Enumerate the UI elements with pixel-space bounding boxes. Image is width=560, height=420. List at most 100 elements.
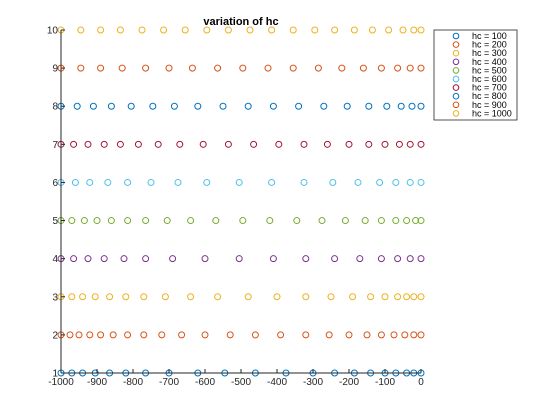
marker-series-1-point-6 (124, 331, 132, 339)
marker-series-4-point-18 (403, 217, 411, 225)
marker-series-3-point-11 (331, 255, 339, 263)
marker-series-9-point-9 (246, 26, 254, 34)
y-tick-label: 2 (52, 330, 58, 341)
legend-marker (452, 75, 460, 83)
marker-series-8-point-6 (188, 64, 196, 72)
x-tick-label: -200 (339, 377, 359, 388)
legend-label: hc = 200 (472, 40, 507, 50)
x-axis-ticks: -1000 -900 -800 -700 -600 -500 -400 -300 -200 -10… (48, 369, 424, 388)
marker-series-9-point-10 (268, 26, 276, 34)
legend-marker (452, 41, 460, 48)
marker-series-8-point-14 (377, 64, 385, 72)
marker-series-1-point-2 (75, 331, 83, 339)
x-tick-label: -100 (375, 377, 395, 388)
marker-series-1-point-17 (363, 331, 371, 339)
marker-series-6-point-16 (397, 102, 405, 110)
y-tick-label: 5 (52, 216, 58, 227)
legend-label: hc = 800 (472, 91, 507, 101)
marker-series-2-point-4 (106, 293, 114, 301)
marker-series-6-point-7 (194, 102, 202, 110)
marker-series-6-point-4 (127, 102, 135, 110)
marker-series-8-point-2 (97, 64, 105, 72)
marker-series-5-point-16 (417, 178, 425, 186)
legend-marker (452, 49, 460, 57)
marker-series-3-point-8 (235, 255, 243, 263)
marker-series-8-point-1 (77, 64, 85, 72)
marker-series-6-point-14 (365, 102, 373, 110)
x-tick-label: -900 (87, 377, 107, 388)
marker-series-7-point-3 (100, 140, 108, 148)
marker-series-6-point-15 (383, 102, 391, 110)
marker-series-7-point-8 (199, 140, 207, 148)
marker-series-7-point-17 (395, 140, 403, 148)
marker-series-2-point-6 (140, 293, 148, 301)
marker-series-6-point-10 (269, 102, 277, 110)
marker-series-7-point-5 (134, 140, 142, 148)
marker-series-8-point-9 (264, 64, 272, 72)
marker-series-5-point-15 (406, 178, 414, 186)
marker-series-9-point-16 (385, 26, 393, 34)
marker-series-1-point-18 (377, 331, 385, 339)
marker-series-1-point-1 (66, 331, 74, 339)
marker-series-2-point-5 (122, 293, 130, 301)
marker-series-5-point-4 (124, 178, 132, 186)
marker-series-7-point-9 (224, 140, 232, 148)
marker-series-8-point-10 (289, 64, 297, 72)
x-tick-label: -700 (159, 377, 179, 388)
marker-series-9-point-18 (410, 26, 418, 34)
marker-series-4-point-11 (266, 217, 274, 225)
legend-marker (452, 67, 460, 74)
marker-series-9-point-5 (160, 26, 168, 34)
marker-series-3-point-16 (417, 255, 425, 263)
marker-series-7-point-16 (381, 140, 389, 148)
marker-series-2-point-14 (349, 293, 357, 301)
marker-series-4-point-20 (417, 217, 425, 225)
legend-label: hc = 300 (472, 48, 507, 58)
marker-series-4-point-3 (93, 217, 101, 225)
marker-series-7-point-4 (116, 140, 124, 148)
x-tick-label: -800 (123, 377, 143, 388)
marker-series-2-point-15 (367, 293, 375, 301)
marker-series-2-point-20 (417, 293, 425, 301)
marker-series-5-point-10 (300, 178, 308, 186)
marker-series-4-point-17 (392, 217, 400, 225)
marker-series-4-point-12 (293, 217, 301, 225)
marker-series-1-point-20 (401, 331, 409, 339)
marker-series-4-point-2 (80, 217, 88, 225)
marker-series-9-point-6 (181, 26, 189, 34)
y-tick-label: 3 (52, 292, 58, 303)
marker-series-8-point-4 (142, 64, 150, 72)
marker-series-5-point-6 (174, 178, 182, 186)
marker-series-4-point-19 (412, 217, 420, 225)
x-tick-label: 0 (418, 377, 424, 388)
marker-series-3-point-4 (120, 255, 128, 263)
marker-series-4-point-9 (212, 217, 220, 225)
marker-series-2-point-11 (273, 293, 281, 301)
marker-series-8-point-7 (214, 64, 222, 72)
x-tick-label: -400 (267, 377, 287, 388)
legend-marker (452, 101, 460, 109)
marker-series-1-point-3 (86, 331, 94, 339)
marker-series-7-point-12 (300, 140, 308, 148)
marker-series-3-point-1 (70, 255, 78, 263)
marker-series-8-point-12 (338, 64, 346, 72)
marker-series-9-point-7 (203, 26, 211, 34)
marker-series-8-point-11 (314, 64, 322, 72)
marker-series-8-point-8 (239, 64, 247, 72)
marker-series-4-point-5 (124, 217, 132, 225)
legend-marker (452, 92, 460, 100)
legend-marker (452, 58, 460, 66)
marker-series-2-point-13 (327, 293, 335, 301)
marker-series-9-point-8 (224, 26, 232, 34)
marker-series-5-point-7 (203, 178, 211, 186)
marker-series-4-point-10 (239, 217, 247, 225)
marker-series-9-point-4 (138, 26, 146, 34)
marker-series-5-point-1 (71, 178, 79, 186)
marker-series-1-point-15 (325, 331, 333, 339)
marker-series-4-point-16 (377, 217, 385, 225)
marker-series-8-point-5 (165, 64, 173, 72)
marker-series-1-point-8 (158, 331, 166, 339)
marker-series-7-point-6 (154, 140, 162, 148)
marker-series-2-point-18 (403, 293, 411, 301)
marker-series-5-point-5 (147, 178, 155, 186)
